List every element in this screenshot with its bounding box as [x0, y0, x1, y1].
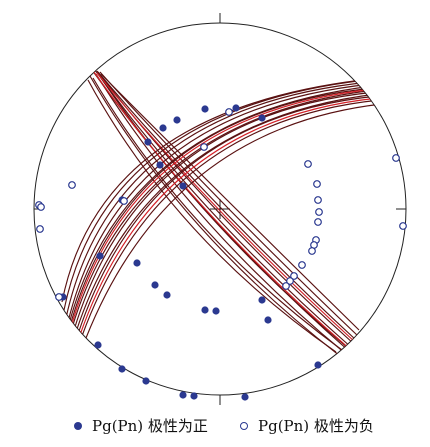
great-circle [100, 73, 360, 331]
positive-pole [179, 391, 187, 399]
negative-pole [298, 261, 306, 269]
negative-pole [314, 196, 322, 204]
ne-sw-great-circles [61, 79, 383, 339]
positive-pole [212, 307, 220, 315]
negative-pole [200, 143, 208, 151]
great-circle [65, 81, 371, 319]
negative-pole [308, 247, 316, 255]
positive-pole [241, 393, 249, 401]
great-circle [63, 79, 367, 311]
great-circle [94, 69, 353, 349]
legend-label-negative: Pg(Pn) 极性为负 [258, 417, 374, 435]
negative-pole [290, 272, 298, 280]
positive-pole [133, 259, 141, 267]
great-circle [93, 71, 352, 351]
negative-pole [68, 181, 76, 189]
positive-pole [190, 392, 198, 400]
negative-pole [37, 203, 45, 211]
negative-pole [225, 108, 233, 116]
positive-pole [258, 296, 266, 304]
great-circle [67, 83, 373, 323]
negative-pole [286, 277, 294, 285]
great-circle [97, 71, 357, 341]
positive-pole [179, 182, 187, 190]
negative-pole [36, 225, 44, 233]
positive-pole [159, 124, 167, 132]
positive-pole [156, 161, 164, 169]
great-circle [77, 95, 379, 335]
great-circle [98, 74, 349, 349]
negative-pole [304, 160, 312, 168]
great-circle [95, 73, 347, 355]
negative-pole [313, 180, 321, 188]
positive-pole [201, 105, 209, 113]
positive-pole [96, 252, 104, 260]
great-circle [96, 72, 356, 343]
positive-pole [173, 116, 181, 124]
great-circle [87, 79, 337, 353]
positive-pole [151, 281, 159, 289]
positive-pole [118, 365, 126, 373]
positive-pole [142, 377, 150, 385]
legend-label-positive: Pg(Pn) 极性为正 [92, 417, 208, 435]
filled-circle-icon [74, 421, 82, 430]
negative-polarity-poles [35, 108, 407, 301]
great-circle [75, 93, 378, 333]
negative-pole [282, 282, 290, 290]
stereonet-plot [33, 13, 407, 405]
positive-pole [163, 291, 171, 299]
great-circle [92, 77, 343, 351]
positive-pole [264, 316, 272, 324]
great-circle [68, 85, 374, 325]
negative-pole [392, 154, 400, 162]
great-circle [79, 97, 380, 336]
positive-pole [144, 138, 152, 146]
negative-pole [55, 293, 63, 301]
great-circle [61, 79, 363, 303]
ne-sw-great-circles-red [70, 88, 380, 336]
legend-item-positive: Pg(Pn) 极性为正 [74, 415, 208, 436]
great-circle [69, 87, 375, 327]
negative-pole [399, 222, 407, 230]
positive-pole [314, 361, 322, 369]
nw-se-great-circles [87, 69, 360, 357]
positive-pole [94, 341, 102, 349]
great-circle [85, 103, 383, 339]
legend-item-negative: Pg(Pn) 极性为负 [240, 415, 374, 436]
negative-pole [315, 208, 323, 216]
negative-pole [314, 218, 322, 226]
great-circle [89, 75, 341, 357]
legend: Pg(Pn) 极性为正 Pg(Pn) 极性为负 [0, 411, 430, 441]
great-circle [73, 91, 377, 331]
hollow-circle-icon [240, 421, 248, 430]
great-circle [71, 89, 376, 329]
nw-se-great-circles-red [93, 71, 356, 351]
negative-pole [120, 197, 128, 205]
center-cross [210, 199, 230, 219]
great-circle [99, 71, 359, 337]
great-circle [70, 88, 376, 328]
great-circle [81, 99, 381, 337]
positive-pole [232, 104, 240, 112]
positive-pole [201, 306, 209, 314]
positive-pole [258, 114, 266, 122]
